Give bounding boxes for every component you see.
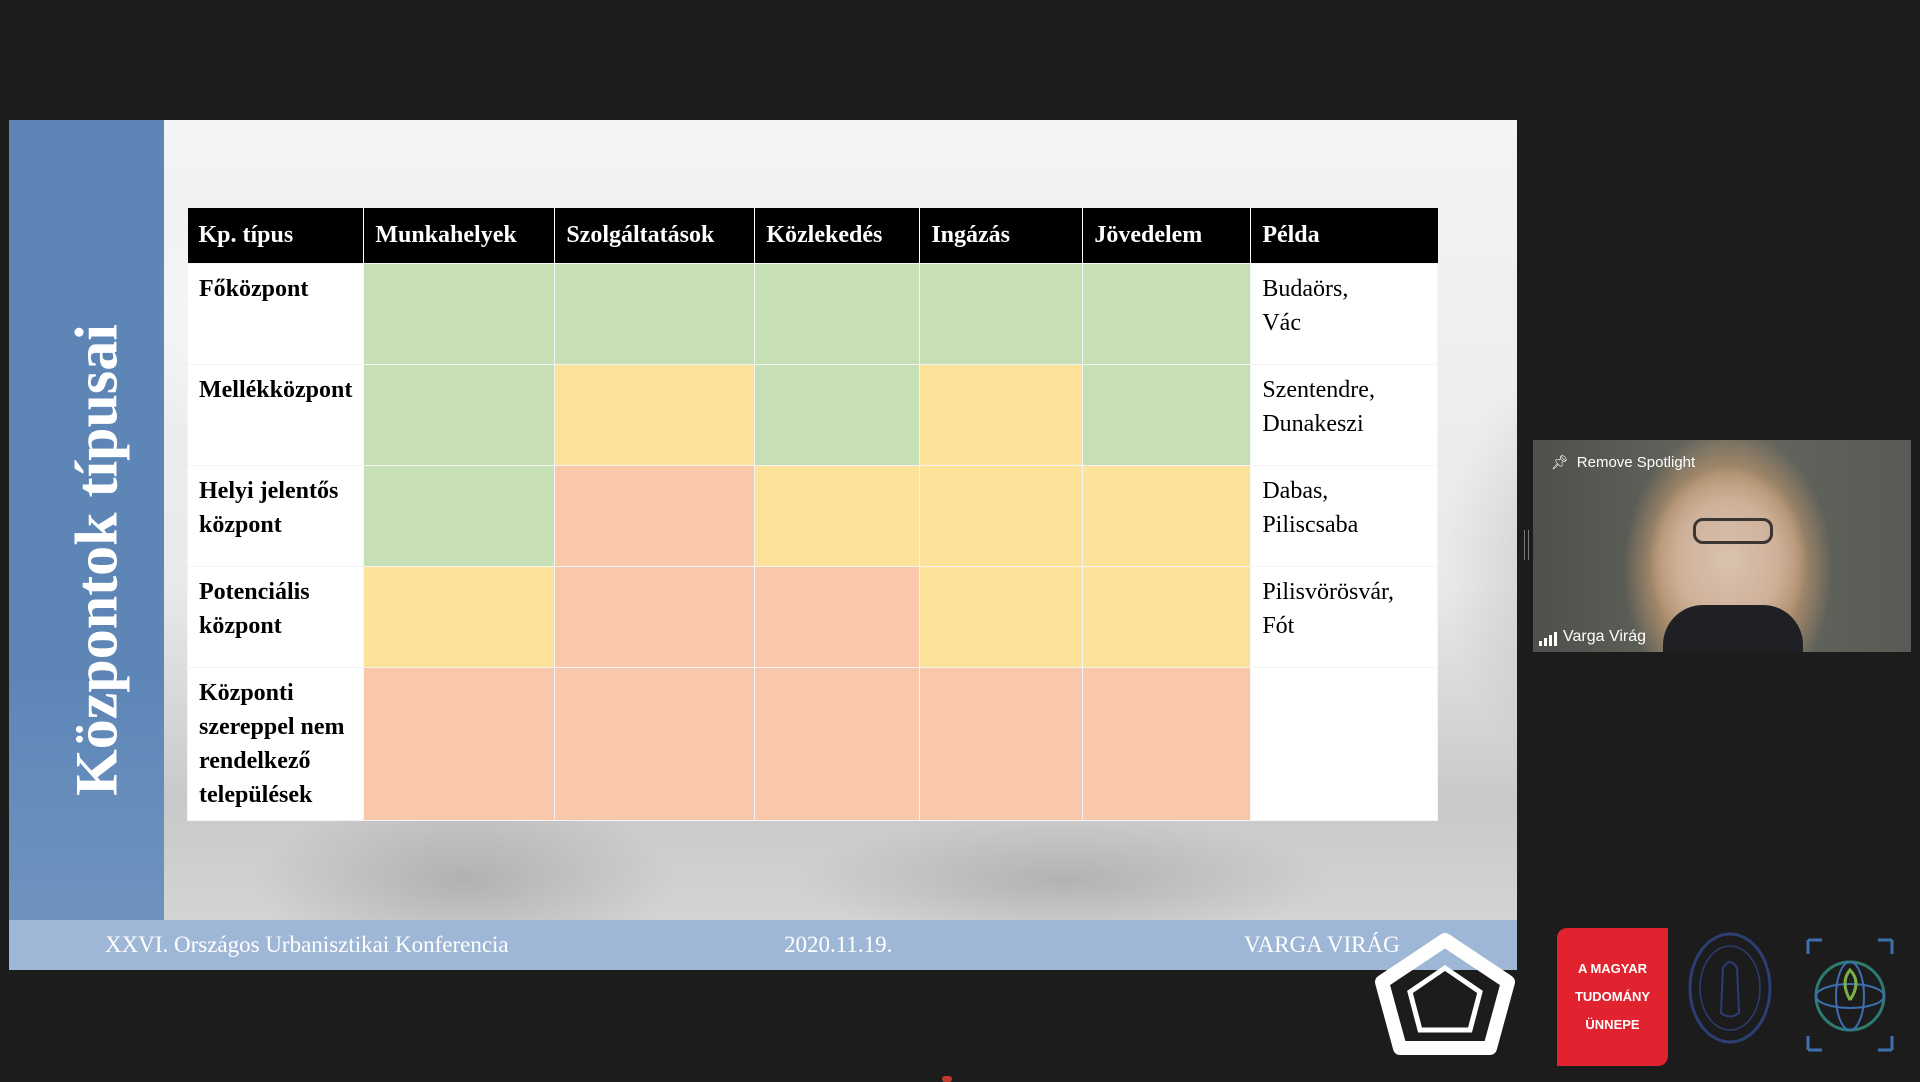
remove-spotlight-label: Remove Spotlight [1576,454,1696,471]
header-commuting: Ingázás [919,208,1084,263]
rating-cell-green [363,363,556,466]
participant-name-label: Varga Virág [1539,628,1646,646]
panel-resize-handle[interactable] [1524,530,1529,560]
video-glasses-shape [1693,518,1773,544]
table-row: Potenciális központ Pilisvörösvár, Fót [186,565,1439,668]
table-row: Mellékközpont Szentendre, Dunakeszi [186,363,1439,466]
example-line: Piliscsaba [1262,511,1359,538]
remove-spotlight-button[interactable]: 📌︎ Remove Spotlight [1551,454,1695,471]
rating-cell-orange [1082,666,1252,821]
pentagon-logo [1375,933,1515,1055]
center-type-name: Központi szereppel nem rendelkező település… [186,666,365,821]
table-body: Főközpont Budaörs, Vác Mellékközpont Szenten… [186,262,1439,821]
slide-footer: XXVI. Országos Urbanisztikai Konferencia… [9,920,1517,970]
header-services: Szolgáltatások [554,208,756,263]
center-type-name-line: központ [199,511,282,538]
rating-cell-green [754,262,921,365]
example-cell: Szentendre, Dunakeszi [1250,363,1439,466]
center-type-name-line: központ [199,612,282,639]
rating-cell-orange [754,565,921,668]
video-person-shape [1663,605,1803,652]
rating-cell-yellow [1082,464,1252,567]
mta-badge-line: A MAGYAR [1577,961,1648,976]
center-type-name-line: szereppel nem [199,713,345,740]
table-row: Központi szereppel nem rendelkező település… [186,666,1439,821]
center-type-name-line: Helyi jelentős [199,477,339,504]
center-type-name: Potenciális központ [186,565,365,668]
rating-cell-yellow [554,363,756,466]
rating-cell-green [754,363,921,466]
center-type-name-line: Mellékközpont [199,376,353,403]
header-jobs: Munkahelyek [363,208,556,263]
header-transport: Közlekedés [754,208,921,263]
rating-cell-yellow [919,464,1084,567]
rating-cell-yellow [919,363,1084,466]
rating-cell-orange [554,565,756,668]
rating-cell-green [363,262,556,365]
footer-author: VARGA VIRÁG [1244,932,1400,957]
rating-cell-yellow [363,565,556,668]
footer-conference: XXVI. Országos Urbanisztikai Konferencia [105,932,509,957]
example-cell: Dabas, Piliscsaba [1250,464,1439,567]
example-cell: Budaörs, Vác [1250,262,1439,365]
example-line: Vác [1262,309,1301,336]
participant-video-tile[interactable]: 📌︎ Remove Spotlight Varga Virág [1533,440,1911,652]
center-type-name: Helyi jelentős központ [186,464,365,567]
rating-cell-green [1082,262,1252,365]
rating-cell-yellow [754,464,921,567]
signal-icon [1539,632,1557,646]
center-type-name: Főközpont [186,262,365,365]
rating-cell-green [363,464,556,567]
table-row: Főközpont Budaörs, Vác [186,262,1439,365]
table-row: Helyi jelentős központ Dabas, Piliscsaba [186,464,1439,567]
rating-cell-orange [554,666,756,821]
participant-name: Varga Virág [1563,628,1647,645]
rating-cell-yellow [1082,565,1252,668]
center-type-name-line: rendelkező [199,747,311,774]
center-types-table: Kp. típus Munkahelyek Szolgáltatások Köz… [186,208,1439,821]
center-type-name-line: Főközpont [199,275,309,302]
rating-cell-green [554,262,756,365]
header-example: Példa [1250,208,1438,263]
example-cell [1250,666,1439,821]
example-line: Budaörs, [1262,275,1349,302]
example-line: Fót [1262,612,1295,639]
example-line: Pilisvörösvár, [1262,578,1395,605]
center-type-name-line: Potenciális [199,578,310,605]
example-line: Dabas, [1262,477,1329,504]
pin-icon: 📌︎ [1551,454,1569,470]
academy-seal-logo [1688,932,1772,1044]
rating-cell-green [1082,363,1252,466]
rating-cell-orange [754,666,921,821]
center-type-name-line: Központi [199,679,294,706]
rating-cell-orange [363,666,556,821]
footer-date: 2020.11.19. [784,932,893,957]
mta-badge-line: ÜNNEPE [1585,1017,1640,1032]
center-type-name: Mellékközpont [186,363,365,466]
indicator-dot [942,1076,952,1082]
slide-sidebar: Központok típusai [9,120,164,920]
example-line: Szentendre, [1262,376,1375,403]
example-cell: Pilisvörösvár, Fót [1250,565,1439,668]
globe-logo [1806,938,1894,1052]
rating-cell-orange [554,464,756,567]
header-income: Jövedelem [1082,208,1252,263]
slide-title: Központok típusai [63,324,130,796]
shared-slide: Központok típusai Kp. típus Munkahelyek … [9,120,1517,970]
example-line: Dunakeszi [1262,410,1364,437]
rating-cell-orange [919,666,1084,821]
header-type: Kp. típus [187,208,365,263]
center-type-name-line: települések [199,781,313,808]
mta-badge-logo: A MAGYAR TUDOMÁNY ÜNNEPE [1557,928,1668,1066]
table-header-row: Kp. típus Munkahelyek Szolgáltatások Köz… [187,208,1438,263]
rating-cell-yellow [919,565,1084,668]
mta-badge-line: TUDOMÁNY [1574,989,1651,1004]
rating-cell-green [919,262,1084,365]
